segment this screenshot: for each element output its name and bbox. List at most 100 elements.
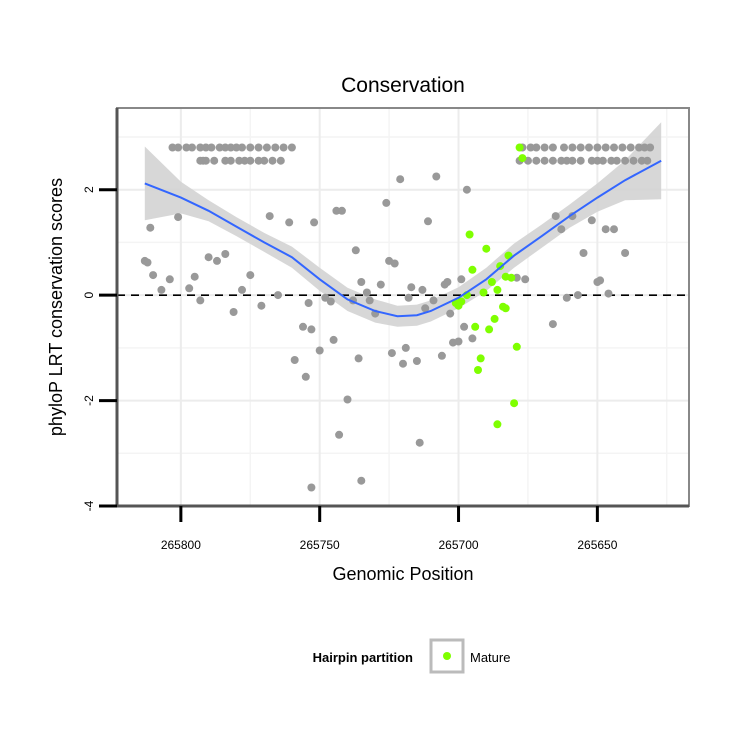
point-other xyxy=(207,143,216,152)
point-other xyxy=(601,143,610,152)
point-other xyxy=(468,334,477,343)
point-other xyxy=(238,143,246,152)
point-other xyxy=(246,156,255,165)
point-other xyxy=(593,143,602,152)
point-other xyxy=(337,206,346,215)
point-other xyxy=(540,156,549,165)
point-other xyxy=(196,143,205,152)
x-tick-label: 265800 xyxy=(161,538,201,552)
point-other xyxy=(382,198,391,207)
point-other xyxy=(257,301,266,310)
point-mature xyxy=(507,273,516,282)
point-other xyxy=(604,289,613,298)
point-other xyxy=(215,143,224,152)
point-other xyxy=(396,175,405,184)
point-other xyxy=(315,346,324,355)
point-other xyxy=(276,156,285,165)
point-other xyxy=(621,249,630,257)
x-axis-title: Genomic Position xyxy=(332,564,473,584)
point-other xyxy=(376,280,385,289)
point-other xyxy=(204,253,213,262)
point-other xyxy=(526,143,535,152)
point-other xyxy=(629,156,638,165)
y-tick-label: 2 xyxy=(82,186,96,193)
point-mature xyxy=(515,143,524,152)
point-other xyxy=(210,156,219,165)
point-other xyxy=(607,156,616,165)
point-other xyxy=(357,278,366,286)
point-other xyxy=(182,143,191,152)
point-other xyxy=(221,156,230,165)
point-mature xyxy=(512,342,521,351)
point-other xyxy=(551,212,560,221)
legend-entry-mature: Mature xyxy=(470,650,510,665)
point-other xyxy=(246,271,255,280)
point-other xyxy=(560,143,568,152)
point-other xyxy=(457,275,466,284)
point-other xyxy=(404,293,413,302)
point-mature xyxy=(493,285,502,294)
point-other xyxy=(310,218,319,227)
point-other xyxy=(332,206,341,215)
point-other xyxy=(610,225,618,234)
point-other xyxy=(226,143,235,152)
point-other xyxy=(596,276,605,285)
point-other xyxy=(610,143,618,152)
point-other xyxy=(238,285,246,294)
point-other xyxy=(562,156,571,165)
point-other xyxy=(357,476,366,485)
point-mature xyxy=(518,154,527,163)
point-other xyxy=(415,438,424,447)
point-mature xyxy=(485,325,494,334)
point-other xyxy=(532,143,541,152)
point-other xyxy=(226,156,235,165)
point-other xyxy=(149,271,158,280)
point-other xyxy=(557,156,566,165)
point-other xyxy=(299,322,307,331)
point-other xyxy=(401,343,410,352)
point-other xyxy=(412,357,421,365)
point-other xyxy=(598,156,607,165)
point-other xyxy=(246,143,255,152)
x-tick-label: 265700 xyxy=(439,538,479,552)
point-other xyxy=(421,304,430,313)
point-other xyxy=(557,225,566,234)
point-other xyxy=(146,223,155,232)
point-other xyxy=(271,143,280,152)
point-other xyxy=(290,356,299,364)
legend-key-mature xyxy=(443,652,451,660)
point-other xyxy=(635,143,643,152)
point-other xyxy=(354,354,363,363)
point-mature xyxy=(479,288,488,297)
point-other xyxy=(424,217,432,226)
point-other xyxy=(221,143,230,152)
point-other xyxy=(365,296,374,305)
point-mature xyxy=(468,265,477,274)
point-other xyxy=(585,143,593,152)
point-mature xyxy=(454,301,463,310)
point-other xyxy=(268,156,277,165)
point-other xyxy=(568,143,577,152)
point-other xyxy=(443,278,452,286)
point-other xyxy=(260,156,269,165)
point-mature xyxy=(482,244,491,253)
point-other xyxy=(240,156,249,165)
point-other xyxy=(274,291,282,300)
point-other xyxy=(188,143,196,152)
point-other xyxy=(612,156,621,165)
smooth-line xyxy=(144,159,662,318)
point-other xyxy=(287,143,296,152)
point-other xyxy=(587,216,596,225)
point-other xyxy=(185,284,194,293)
point-other xyxy=(232,143,241,152)
point-other xyxy=(437,351,446,360)
point-other xyxy=(548,143,557,152)
point-other xyxy=(254,156,263,165)
point-mature xyxy=(465,230,474,239)
point-other xyxy=(201,143,210,152)
point-other xyxy=(304,299,313,307)
point-mature xyxy=(493,420,502,429)
legend: Hairpin partition Mature xyxy=(313,638,510,674)
y-axis: -4 -2 0 2 xyxy=(82,108,119,511)
